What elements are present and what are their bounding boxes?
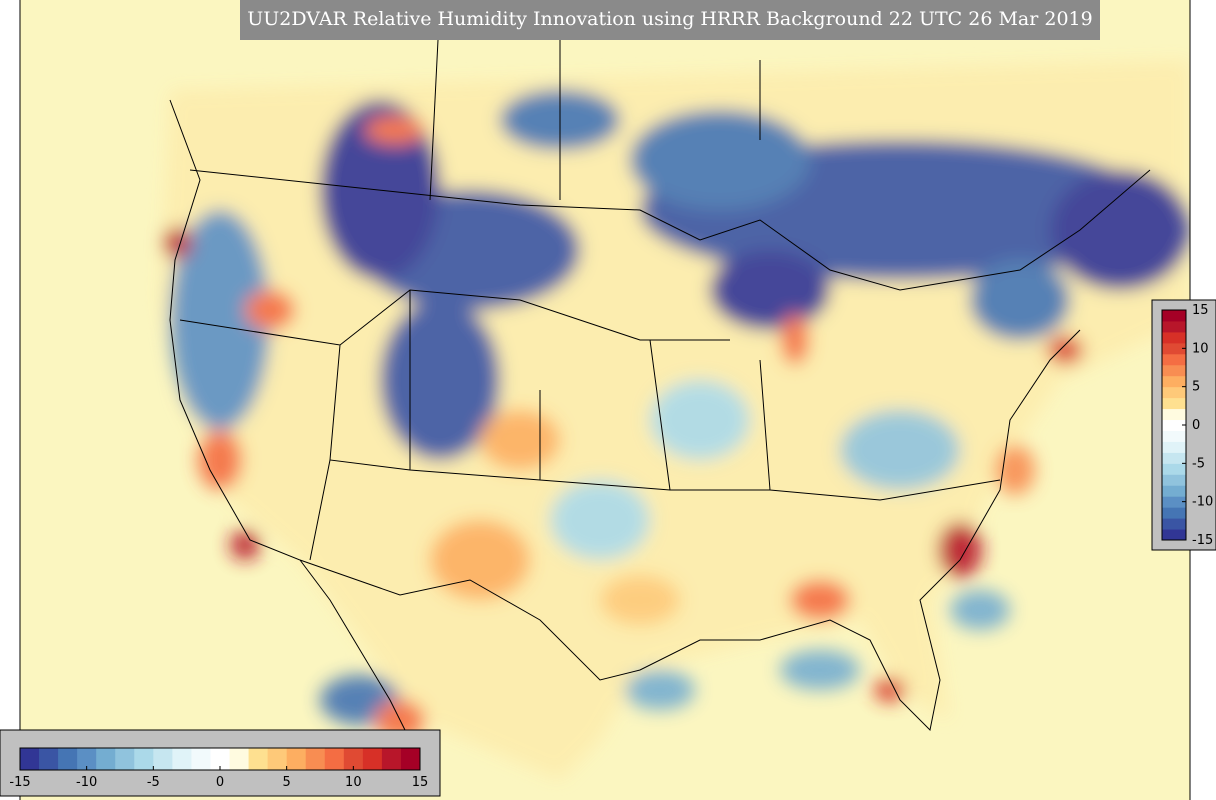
tick-label: 5 <box>1192 380 1200 395</box>
color-swatch <box>343 748 364 770</box>
color-swatch <box>39 748 59 770</box>
tick-label: 15 <box>1192 303 1209 318</box>
color-swatch <box>248 748 269 770</box>
tick-label: 0 <box>216 775 224 790</box>
color-swatch <box>1162 507 1186 519</box>
color-swatch <box>134 748 154 770</box>
color-swatch <box>58 748 78 770</box>
tick-label: 5 <box>283 775 291 790</box>
tick-label: 10 <box>1192 341 1209 356</box>
color-swatch <box>1162 408 1186 421</box>
color-swatch <box>1162 331 1186 344</box>
color-swatch <box>1162 397 1186 410</box>
color-swatch <box>1162 353 1186 366</box>
color-swatch <box>1162 474 1186 486</box>
color-swatch <box>229 748 250 770</box>
color-swatch <box>305 748 326 770</box>
color-swatch <box>210 748 231 770</box>
tick-label: 10 <box>345 775 362 790</box>
tick-label: -15 <box>1192 533 1213 548</box>
color-swatch <box>115 748 135 770</box>
color-swatch <box>191 748 211 770</box>
color-swatch <box>20 748 40 770</box>
tick-label: -10 <box>1192 495 1213 510</box>
color-swatch <box>1162 452 1186 464</box>
colorbar-right: -15 -10 -5 0 5 10 15 <box>1161 303 1213 548</box>
color-swatch <box>1162 496 1186 508</box>
color-swatch <box>153 748 173 770</box>
map-title: UU2DVAR Relative Humidity Innovation usi… <box>247 8 1092 30</box>
color-swatch <box>1162 529 1186 541</box>
color-swatch <box>1162 419 1186 431</box>
colorbar-bottom: -15 -10 -5 0 5 10 15 <box>9 747 429 790</box>
tick-label: 0 <box>1192 418 1200 433</box>
color-swatch <box>1162 441 1186 453</box>
color-swatch <box>324 748 345 770</box>
color-swatch <box>400 748 421 770</box>
color-swatch <box>362 748 383 770</box>
tick-label: -5 <box>1192 456 1205 471</box>
title-box <box>240 0 1100 40</box>
color-swatch <box>77 748 97 770</box>
color-swatch <box>1162 386 1186 399</box>
map-field <box>20 0 1190 800</box>
color-swatch <box>1162 364 1186 377</box>
color-swatch <box>1162 518 1186 530</box>
color-swatch <box>96 748 116 770</box>
color-swatch <box>1162 320 1186 333</box>
color-swatch <box>1162 375 1186 388</box>
tick-label: -15 <box>9 775 30 790</box>
color-swatch <box>1162 463 1186 475</box>
color-swatch <box>1162 485 1186 497</box>
color-swatch <box>1162 310 1186 322</box>
tick-label: 15 <box>412 775 429 790</box>
color-swatch <box>172 748 192 770</box>
color-swatch <box>1162 342 1186 355</box>
color-swatch <box>1162 430 1186 442</box>
color-swatch <box>286 748 307 770</box>
color-swatch <box>381 748 402 770</box>
tick-label: -10 <box>76 775 97 790</box>
color-swatch <box>267 748 288 770</box>
tick-label: -5 <box>147 775 160 790</box>
